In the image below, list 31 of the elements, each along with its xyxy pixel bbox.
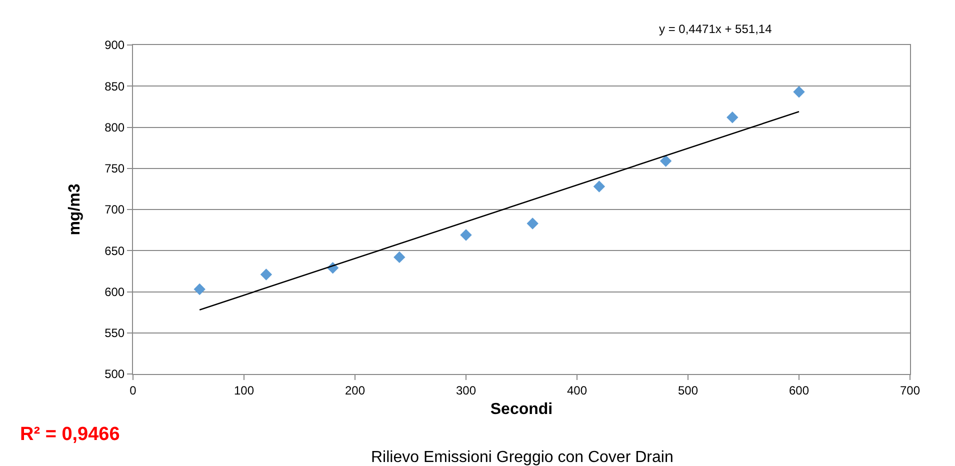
point — [793, 86, 805, 98]
x-tick-label: 200 — [344, 383, 366, 398]
x-tick-label: 400 — [566, 383, 588, 398]
x-tick-label: 100 — [234, 383, 254, 398]
point — [194, 283, 206, 296]
y-tick-label: 650 — [104, 244, 125, 258]
point — [526, 218, 538, 230]
point — [394, 251, 406, 264]
x-tick-label: 600 — [788, 383, 810, 398]
x-tick-label: 300 — [456, 383, 476, 398]
text: R² = 0,9466 — [20, 424, 120, 445]
point — [660, 155, 672, 167]
y-tick-label: 900 — [104, 38, 125, 52]
y-tick-label: 700 — [104, 202, 125, 217]
x-tick-label: 700 — [900, 383, 920, 398]
y-axis-title: mg/m3 — [66, 184, 84, 236]
x-axis-title: Secondi — [490, 401, 553, 418]
text: y = 0,4471x + 551,14 — [659, 22, 772, 36]
point — [260, 268, 272, 280]
x-tick-label: 0 — [130, 383, 137, 398]
y-tick-label: 550 — [104, 326, 125, 340]
y-tick-label: 850 — [104, 79, 125, 94]
y-tick-label: 750 — [104, 162, 125, 176]
point — [460, 229, 472, 241]
text: Rilievo Emissioni Greggio con Cover Drain — [371, 449, 674, 466]
point — [726, 112, 738, 124]
x-tick-label: 500 — [678, 383, 698, 398]
point — [593, 180, 606, 192]
y-tick-label: 600 — [104, 284, 125, 299]
y-tick-label: 800 — [104, 120, 125, 134]
y-tick-label: 500 — [104, 367, 125, 382]
